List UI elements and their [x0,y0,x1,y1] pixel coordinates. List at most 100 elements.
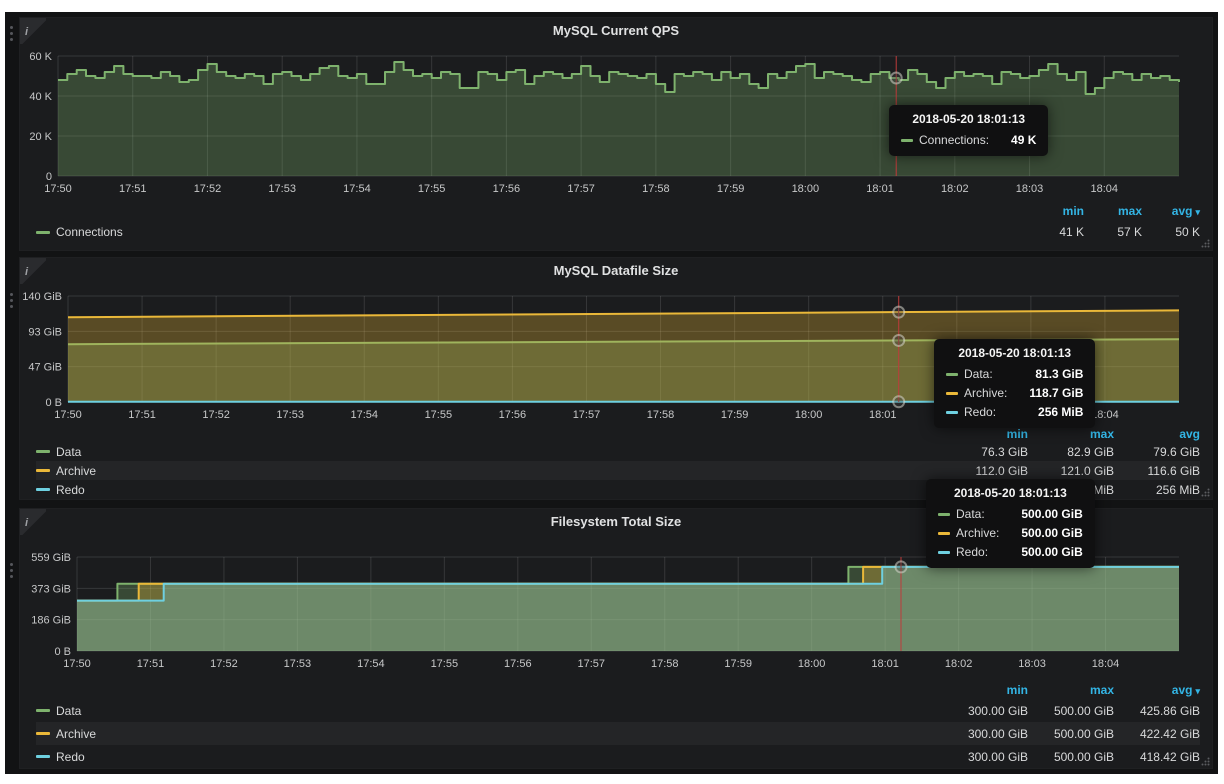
svg-text:17:56: 17:56 [499,409,527,421]
svg-text:18:04: 18:04 [1091,183,1119,195]
svg-text:18:02: 18:02 [941,183,969,195]
info-icon[interactable]: i [25,517,29,529]
tooltip-series-row: Archive: 118.7 GiB [946,386,1083,400]
datafile-chart[interactable]: 17:50 17:51 17:52 17:53 17:54 17:55 17:56 17:57… [20,284,1214,426]
row-drag-handle-icon[interactable] [10,26,13,29]
tooltip-series-row: Archive: 500.00 GiB [938,526,1083,540]
svg-text:17:57: 17:57 [578,658,606,670]
legend-series-toggle[interactable]: Archive [36,727,942,741]
legend-min-value: 76.3 GiB [981,444,1028,459]
svg-text:17:55: 17:55 [425,409,453,421]
resize-handle-icon[interactable] [1201,488,1210,497]
legend-series-toggle[interactable]: Redo [36,750,942,764]
legend-row: Data 76.3 GiB 82.9 GiB 79.6 GiB [36,442,1200,461]
series-color-dash-icon [946,372,958,376]
legend-row: Connections 41 K 57 K 50 K [36,220,1200,244]
legend-sort-avg[interactable]: avg ▾ [1171,204,1200,218]
svg-text:17:59: 17:59 [721,409,749,421]
svg-text:17:52: 17:52 [194,183,222,195]
panel-mysql-datafile-size: i MySQL Datafile Size 17:50 17:51 17:52 17:… [19,257,1213,500]
svg-text:18:02: 18:02 [945,658,973,670]
series-color-dash-icon [938,531,950,535]
svg-text:17:51: 17:51 [128,409,156,421]
series-color-dash-icon [946,410,958,414]
series-color-dash-icon [36,230,50,234]
legend-series-toggle[interactable]: Data [36,445,942,459]
legend-sort-max[interactable]: max [1089,683,1114,697]
legend-max-value: 121.0 GiB [1060,463,1114,478]
svg-text:17:58: 17:58 [642,183,670,195]
tooltip-timestamp: 2018-05-20 18:01:13 [912,112,1026,126]
svg-text:0: 0 [46,171,52,183]
tooltip-timestamp: 2018-05-20 18:01:13 [953,486,1067,500]
svg-text:18:01: 18:01 [866,183,894,195]
legend-sort-avg[interactable]: avg ▾ [1171,683,1200,697]
svg-text:18:00: 18:00 [792,183,820,195]
panel-title[interactable]: MySQL Datafile Size [553,263,679,278]
panel-title[interactable]: MySQL Current QPS [552,23,680,38]
panel-corner-wedge [20,258,46,284]
legend-series-toggle[interactable]: Redo [36,483,942,497]
filesystem-chart[interactable]: 17:50 17:51 17:52 17:53 17:54 17:55 17:56 17:57… [20,535,1214,675]
legend-max-value: 82.9 GiB [1067,444,1114,459]
legend-header-row: min max avg ▾ [36,202,1200,220]
legend-header-row: min max avg ▾ [36,681,1200,699]
legend-sort-max[interactable]: max [1117,204,1142,218]
legend-sort-min[interactable]: min [1006,427,1028,441]
legend-sort-avg[interactable]: avg [1179,427,1200,441]
svg-text:373 GiB: 373 GiB [31,583,71,595]
legend-sort-max[interactable]: max [1089,427,1114,441]
series-color-dash-icon [946,391,958,395]
svg-text:0 B: 0 B [45,397,62,409]
svg-text:17:58: 17:58 [647,409,675,421]
svg-text:559 GiB: 559 GiB [31,552,71,564]
series-color-dash-icon [938,512,950,516]
svg-text:18:04: 18:04 [1091,409,1119,421]
info-icon[interactable]: i [25,266,29,278]
svg-text:17:52: 17:52 [210,658,238,670]
series-color-dash-icon [36,488,50,491]
legend-series-toggle[interactable]: Data [36,704,942,718]
resize-handle-icon[interactable] [1201,239,1210,248]
svg-text:0 B: 0 B [54,646,71,658]
row-drag-handle-icon[interactable] [10,293,13,296]
tooltip-series-row: Data: 500.00 GiB [938,507,1083,521]
info-icon[interactable]: i [25,26,29,38]
svg-text:20 K: 20 K [29,131,52,143]
legend-sort-min[interactable]: min [1006,683,1028,697]
panel-corner-wedge [20,18,46,44]
legend-avg-value: 116.6 GiB [1147,463,1200,478]
row-drag-handle-icon[interactable] [10,563,13,566]
svg-text:47 GiB: 47 GiB [28,362,62,374]
legend-min-value: 112.0 GiB [975,463,1028,478]
svg-text:17:55: 17:55 [431,658,459,670]
svg-text:17:54: 17:54 [343,183,371,195]
resize-handle-icon[interactable] [1201,757,1210,766]
series-color-dash-icon [901,138,913,142]
legend-series-toggle[interactable]: Connections [36,225,1026,239]
legend-avg-value: 50 K [1175,225,1200,239]
svg-text:17:59: 17:59 [717,183,745,195]
svg-text:17:59: 17:59 [724,658,752,670]
svg-text:17:51: 17:51 [119,183,147,195]
legend-max-value: 57 K [1117,225,1142,239]
legend: min max avg ▾ Connections 41 K 57 K 50 K [20,202,1212,244]
svg-text:17:53: 17:53 [276,409,304,421]
svg-text:18:03: 18:03 [1016,183,1044,195]
svg-text:17:50: 17:50 [63,658,91,670]
svg-text:18:04: 18:04 [1092,658,1120,670]
legend-series-toggle[interactable]: Archive [36,464,942,478]
panel-title[interactable]: Filesystem Total Size [550,514,682,529]
series-color-dash-icon [36,450,50,453]
svg-text:17:53: 17:53 [268,183,296,195]
tooltip-series-row: Redo: 500.00 GiB [938,545,1083,559]
svg-text:17:56: 17:56 [504,658,532,670]
legend-sort-min[interactable]: min [1062,204,1084,218]
legend-row: Archive 112.0 GiB 121.0 GiB 116.6 GiB [36,461,1200,480]
series-color-dash-icon [36,709,50,712]
svg-text:17:58: 17:58 [651,658,679,670]
panel-corner-wedge [20,509,46,535]
legend: min max avg ▾ Data 300.00 GiB 500.00 GiB … [20,681,1212,768]
legend-avg-value: 79.6 GiB [1153,444,1200,459]
svg-text:140 GiB: 140 GiB [22,291,62,303]
